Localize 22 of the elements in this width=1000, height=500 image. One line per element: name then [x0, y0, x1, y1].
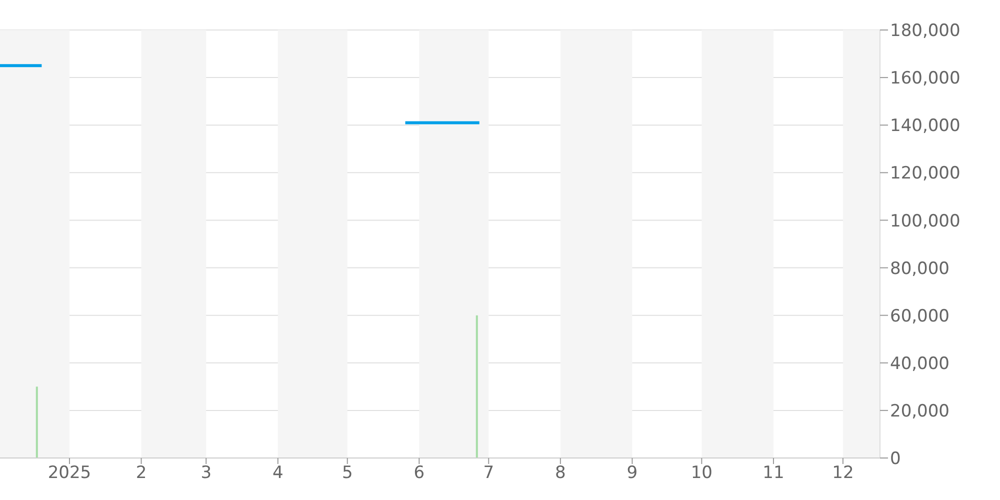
x-tick-label: 6 — [414, 463, 425, 484]
y-tick-label: 120,000 — [890, 164, 960, 184]
y-tick-label: 180,000 — [890, 21, 960, 42]
x-tick-label: 7 — [483, 463, 494, 484]
x-tick-label: 2025 — [48, 463, 92, 484]
y-tick-label: 20,000 — [890, 401, 950, 422]
y-tick-label: 80,000 — [890, 258, 950, 279]
x-tick-label: 9 — [626, 463, 638, 484]
y-tick-label: 160,000 — [890, 68, 960, 89]
x-tick-label: 8 — [555, 463, 566, 484]
y-tick-label: 0 — [890, 449, 901, 470]
x-tick-label: 11 — [762, 463, 784, 484]
y-tick-label: 100,000 — [890, 211, 960, 232]
y-tick-label: 40,000 — [890, 354, 950, 374]
y-tick-label: 60,000 — [890, 306, 950, 326]
x-tick-label: 10 — [690, 463, 713, 484]
x-tick-label: 4 — [272, 463, 284, 484]
x-tick-label: 2 — [136, 463, 147, 484]
x-tick-label: 5 — [342, 463, 353, 484]
y-tick-label: 140,000 — [890, 116, 960, 136]
x-tick-label: 3 — [200, 463, 212, 484]
x-tick-label: 12 — [832, 463, 854, 484]
